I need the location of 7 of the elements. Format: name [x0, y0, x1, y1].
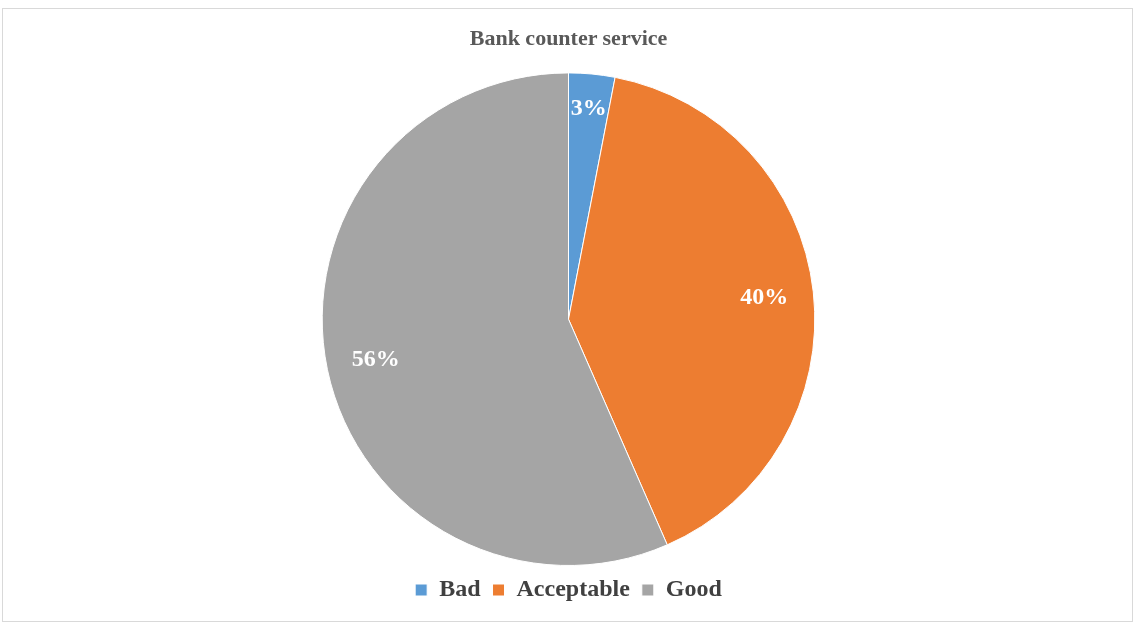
legend-label: Bad [439, 575, 482, 602]
chart-title: Bank counter service [469, 24, 668, 50]
data-label: 40% [740, 282, 789, 309]
legend-label: Good [665, 575, 723, 602]
data-label: 56% [351, 344, 400, 371]
data-label: 3% [570, 93, 607, 120]
legend-label: Acceptable [516, 575, 631, 602]
